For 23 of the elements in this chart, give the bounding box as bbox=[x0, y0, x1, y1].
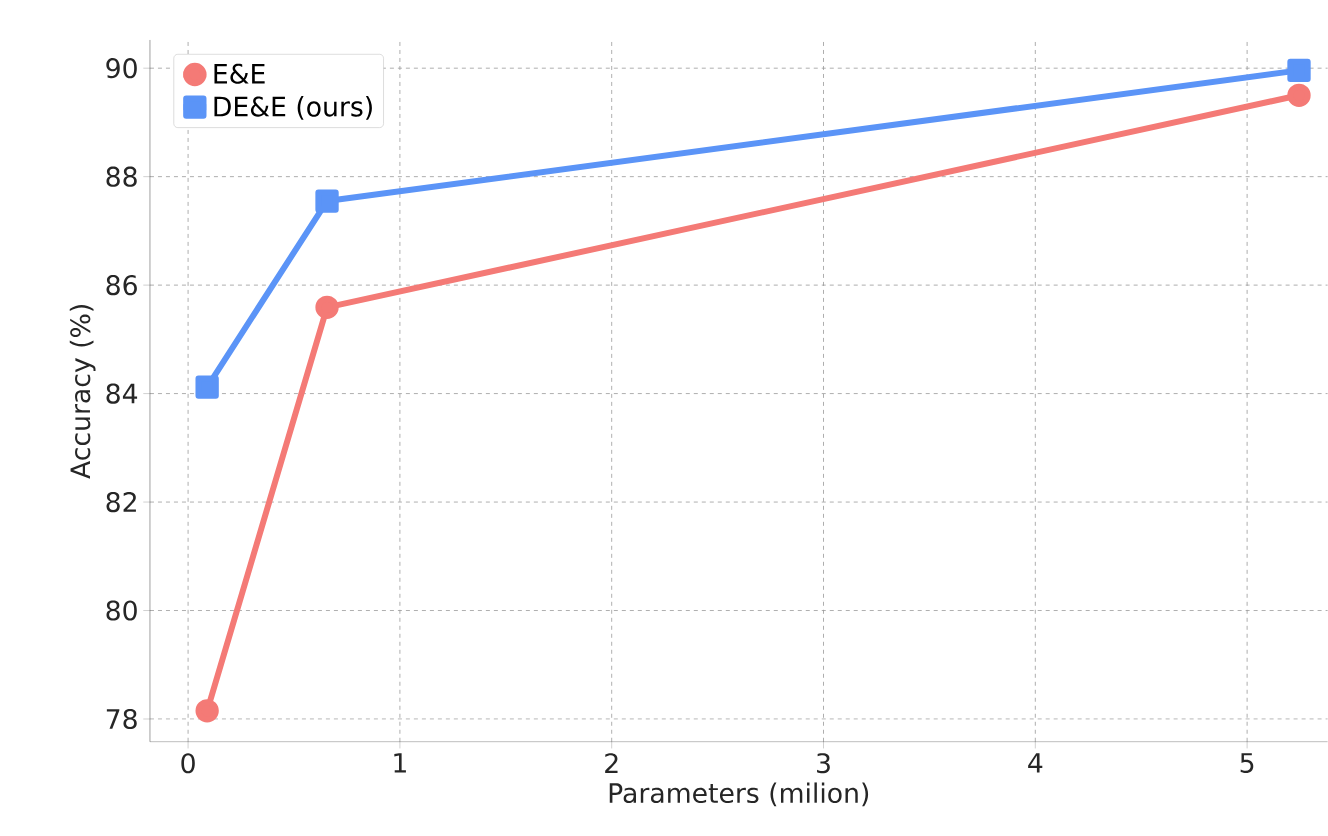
x-tick-label: 1 bbox=[394, 753, 406, 773]
x-tick-label: 4 bbox=[1028, 753, 1043, 773]
y-tick-label: 86 bbox=[106, 275, 137, 296]
y-tick-label: 90 bbox=[106, 58, 137, 79]
point bbox=[315, 295, 339, 320]
y-axis-title: Accuracy (%) bbox=[69, 305, 96, 479]
y-tick-label: 82 bbox=[106, 492, 136, 513]
legend-label: E&E bbox=[214, 63, 265, 84]
y-tick-label: 80 bbox=[106, 600, 137, 621]
point bbox=[1287, 58, 1311, 83]
point bbox=[1287, 83, 1311, 108]
point bbox=[195, 699, 219, 723]
x-tick-label: 3 bbox=[817, 753, 830, 774]
x-tick-label: 0 bbox=[181, 753, 195, 774]
y-tick-label: 84 bbox=[106, 383, 138, 404]
x-tick-label: 5 bbox=[1240, 753, 1254, 774]
point bbox=[195, 375, 219, 399]
y-tick-label: 88 bbox=[106, 166, 137, 187]
legend-label: DE&E (ours) bbox=[214, 96, 372, 120]
y-tick-label: 78 bbox=[106, 709, 137, 730]
x-tick-label: 2 bbox=[605, 753, 618, 774]
point bbox=[315, 189, 339, 213]
x-axis-title: Parameters (milion) bbox=[609, 782, 869, 807]
